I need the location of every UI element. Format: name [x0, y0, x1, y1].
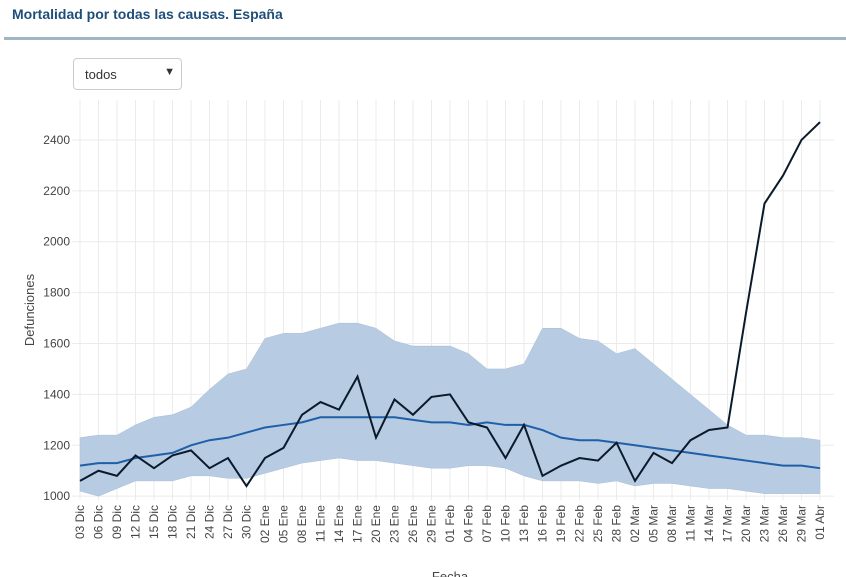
page-title: Mortalidad por todas las causas. España: [12, 6, 283, 22]
x-tick-label: 23 Ene: [388, 505, 402, 543]
x-tick-label: 04 Feb: [462, 505, 476, 543]
x-tick-label: 10 Feb: [499, 505, 513, 543]
x-tick-label: 25 Feb: [591, 505, 605, 543]
y-tick-label: 1400: [43, 387, 70, 401]
y-tick-label: 2000: [43, 235, 70, 249]
x-tick-label: 26 Mar: [776, 505, 790, 542]
series-line: [79, 416, 821, 470]
x-tick-label: 29 Ene: [425, 505, 439, 543]
y-tick-label: 1200: [43, 438, 70, 452]
x-axis-title: Fecha: [432, 569, 469, 577]
y-tick-label: 1800: [43, 286, 70, 300]
x-tick-label: 03 Dic: [73, 505, 87, 539]
x-tick-label: 23 Mar: [758, 505, 772, 542]
y-tick-label: 1600: [43, 337, 70, 351]
x-tick-label: 01 Feb: [443, 505, 457, 543]
x-tick-label: 08 Mar: [665, 505, 679, 542]
x-tick-label: 14 Ene: [332, 505, 346, 543]
x-tick-label: 13 Feb: [517, 505, 531, 543]
x-tick-label: 29 Mar: [795, 505, 809, 542]
x-tick-label: 20 Ene: [369, 505, 383, 543]
x-tick-label: 07 Feb: [480, 505, 494, 543]
x-tick-label: 24 Dic: [203, 505, 217, 539]
x-tick-label: 02 Mar: [628, 505, 642, 542]
x-tick-label: 14 Mar: [702, 505, 716, 542]
dropdown-value: todos: [85, 67, 117, 82]
x-tick-label: 12 Dic: [129, 505, 143, 539]
dropdown[interactable]: todos ▼: [73, 58, 182, 90]
x-tick-label: 06 Dic: [92, 505, 106, 539]
x-tick-label: 02 Ene: [258, 505, 272, 543]
x-tick-label: 15 Dic: [147, 505, 161, 539]
y-tick-label: 2400: [43, 133, 70, 147]
divider: [4, 37, 846, 40]
x-tick-label: 05 Mar: [647, 505, 661, 542]
x-tick-label: 11 Ene: [314, 505, 328, 542]
x-tick-label: 26 Ene: [406, 505, 420, 543]
y-tick-label: 1000: [43, 489, 70, 503]
x-tick-label: 17 Mar: [721, 505, 735, 542]
x-tick-label: 09 Dic: [110, 505, 124, 539]
series-line: [79, 121, 821, 488]
x-tick-label: 05 Ene: [277, 505, 291, 543]
x-tick-label: 28 Feb: [610, 505, 624, 543]
x-tick-label: 20 Mar: [739, 505, 753, 542]
x-tick-label: 21 Dic: [184, 505, 198, 539]
x-tick-label: 30 Dic: [240, 505, 254, 539]
x-tick-label: 22 Feb: [573, 505, 587, 543]
x-tick-label: 16 Feb: [536, 505, 550, 543]
confidence-band: [79, 322, 821, 497]
x-tick-label: 19 Feb: [554, 505, 568, 543]
x-tick-label: 18 Dic: [166, 505, 180, 539]
dropdown-arrow: ▼: [164, 66, 175, 78]
y-tick-label: 2200: [43, 184, 70, 198]
y-axis-title: Defunciones: [22, 273, 37, 346]
x-tick-label: 27 Dic: [221, 505, 235, 539]
x-tick-label: 01 Abr: [813, 505, 827, 540]
x-tick-label: 17 Ene: [351, 505, 365, 543]
x-tick-label: 08 Ene: [295, 505, 309, 543]
x-tick-label: 11 Mar: [684, 505, 698, 541]
